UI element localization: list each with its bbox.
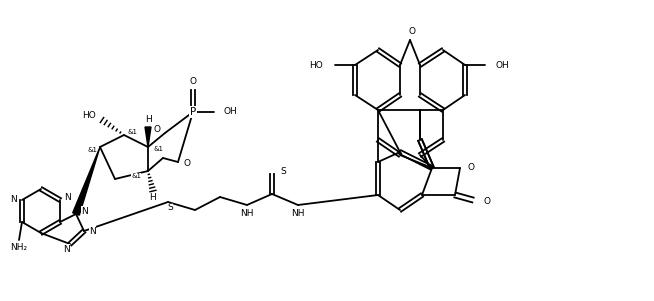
- Text: O: O: [483, 197, 490, 206]
- Text: N: N: [63, 244, 69, 253]
- Text: &1: &1: [87, 147, 97, 153]
- Text: S: S: [280, 167, 286, 176]
- Text: NH: NH: [291, 209, 305, 218]
- Text: OH: OH: [224, 107, 238, 116]
- Text: NH₂: NH₂: [10, 243, 27, 252]
- Text: OH: OH: [495, 61, 509, 70]
- Text: HO: HO: [309, 61, 323, 70]
- Text: N: N: [64, 193, 71, 201]
- Text: O: O: [153, 126, 160, 135]
- Text: &1: &1: [127, 129, 137, 135]
- Text: N: N: [89, 226, 95, 235]
- Text: O: O: [467, 163, 474, 172]
- Text: NH: NH: [240, 209, 254, 218]
- Text: O: O: [183, 160, 190, 169]
- Text: N: N: [10, 196, 17, 204]
- Polygon shape: [73, 147, 100, 215]
- Text: &1: &1: [153, 146, 163, 152]
- Text: HO: HO: [82, 110, 96, 119]
- Text: H: H: [150, 194, 156, 203]
- Text: O: O: [409, 27, 415, 36]
- Text: H: H: [145, 116, 151, 125]
- Polygon shape: [145, 127, 151, 147]
- Text: N: N: [81, 206, 88, 216]
- Text: S: S: [167, 203, 173, 213]
- Text: &1: &1: [131, 173, 141, 179]
- Text: O: O: [190, 77, 196, 86]
- Text: P: P: [190, 107, 196, 117]
